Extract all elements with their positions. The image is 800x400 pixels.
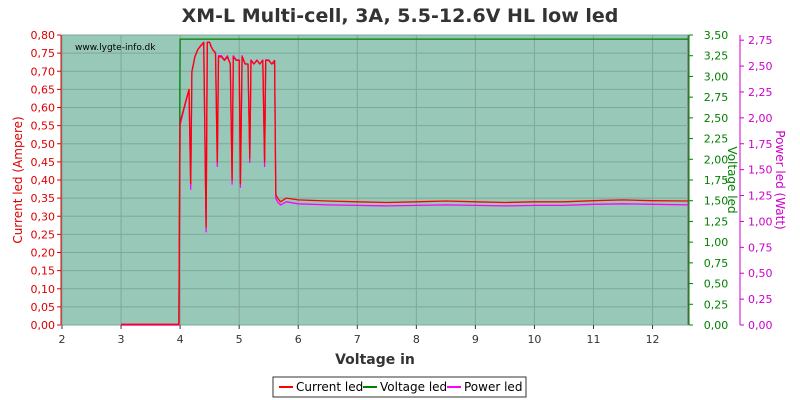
series-current-led (121, 41, 689, 325)
legend-label: Voltage led (380, 380, 447, 394)
y-left-tick-label: 0,10 (31, 283, 56, 296)
legend-box (272, 376, 527, 398)
y-axis-right-voltage-label: Voltage led (725, 146, 739, 213)
y-left-tick-label: 0,80 (31, 29, 56, 42)
y-right-voltage-tick-label: 3,25 (704, 50, 729, 63)
x-tick-label: 10 (527, 333, 541, 346)
y-right-power-tick-label: 1,25 (748, 190, 773, 203)
y-right-voltage-tick-label: 1,25 (704, 215, 729, 228)
x-axis-label: Voltage in (335, 352, 415, 368)
y-left-tick-label: 0,70 (31, 65, 56, 78)
y-left-tick-label: 0,40 (31, 174, 56, 187)
y-left-tick-label: 0,25 (31, 228, 56, 241)
watermark: www.lygte-info.dk (75, 43, 156, 53)
x-tick-label: 2 (59, 333, 66, 346)
y-right-power-tick-label: 2,75 (748, 34, 773, 47)
y-right-power-tick-label: 1,00 (748, 215, 773, 228)
y-right-voltage-tick-label: 0,00 (704, 319, 729, 332)
chart-title: XM-L Multi-cell, 3A, 5.5-12.6V HL low le… (182, 5, 619, 27)
series-layer (121, 38, 689, 326)
y-right-voltage-tick-label: 1,75 (704, 174, 729, 187)
y-right-power-tick-label: 2,25 (748, 86, 773, 99)
x-tick-label: 7 (354, 333, 361, 346)
y-right-power-tick-label: 2,00 (748, 112, 773, 125)
y-left-tick-label: 0,00 (31, 319, 56, 332)
y-right-power-tick-label: 0,50 (748, 267, 773, 280)
y-axis-left-label: Current led (Ampere) (11, 116, 25, 243)
y-right-power-tick-label: 0,25 (748, 293, 773, 306)
y-left-tick-label: 0,20 (31, 247, 56, 260)
y-axis-left: 0,00 0,05 0,10 0,15 0,20 0,25 0,30 0,35 0,40 0,45… (31, 29, 62, 332)
x-axis: 2 3 4 5 6 7 8 9 10 11 12 (59, 325, 660, 346)
y-right-voltage-tick-label: 2,50 (704, 112, 729, 125)
y-left-tick-label: 0,35 (31, 192, 56, 205)
x-tick-label: 9 (472, 333, 479, 346)
legend-label: Power led (464, 380, 522, 394)
legend-label: Current led (296, 380, 363, 394)
y-axis-right-power: 0,00 0,25 0,50 0,75 1,00 1,25 1,50 1,75 2,00 2,25… (739, 34, 773, 332)
y-left-tick-label: 0,50 (31, 138, 56, 151)
y-left-tick-label: 0,45 (31, 156, 56, 169)
legend: Current led Voltage led Power led (272, 376, 527, 398)
x-tick-label: 6 (295, 333, 302, 346)
x-tick-label: 8 (413, 333, 420, 346)
y-right-voltage-tick-label: 1,50 (704, 195, 729, 208)
y-left-tick-label: 0,15 (31, 265, 56, 278)
x-tick-label: 12 (646, 333, 660, 346)
y-right-voltage-tick-label: 2,75 (704, 91, 729, 104)
x-tick-label: 4 (177, 333, 184, 346)
y-left-tick-label: 0,05 (31, 301, 56, 314)
y-axis-right-voltage: 0,00 0,25 0,50 0,75 1,00 1,25 1,50 1,75 2,00 2,25… (688, 29, 729, 332)
y-left-tick-label: 0,65 (31, 83, 56, 96)
y-right-power-tick-label: 1,50 (748, 164, 773, 177)
y-left-tick-label: 0,55 (31, 120, 56, 133)
y-right-voltage-tick-label: 3,00 (704, 70, 729, 83)
y-right-voltage-tick-label: 2,25 (704, 133, 729, 146)
x-tick-label: 3 (118, 333, 125, 346)
y-right-voltage-tick-label: 3,50 (704, 29, 729, 42)
y-right-voltage-tick-label: 2,00 (704, 153, 729, 166)
y-right-voltage-tick-label: 0,50 (704, 278, 729, 291)
y-right-voltage-tick-label: 1,00 (704, 236, 729, 249)
x-tick-label: 5 (236, 333, 243, 346)
y-right-voltage-tick-label: 0,75 (704, 257, 729, 270)
y-right-power-tick-label: 0,00 (748, 319, 773, 332)
y-right-power-tick-label: 1,75 (748, 138, 773, 151)
y-left-tick-label: 0,75 (31, 47, 56, 60)
y-right-power-tick-label: 0,75 (748, 241, 773, 254)
x-tick-label: 11 (587, 333, 601, 346)
y-left-tick-label: 0,60 (31, 102, 56, 115)
y-right-voltage-tick-label: 0,25 (704, 298, 729, 311)
grid (61, 34, 688, 326)
y-left-tick-label: 0,30 (31, 210, 56, 223)
y-right-power-tick-label: 2,50 (748, 60, 773, 73)
y-axis-right-power-label: Power led (Watt) (773, 130, 787, 229)
